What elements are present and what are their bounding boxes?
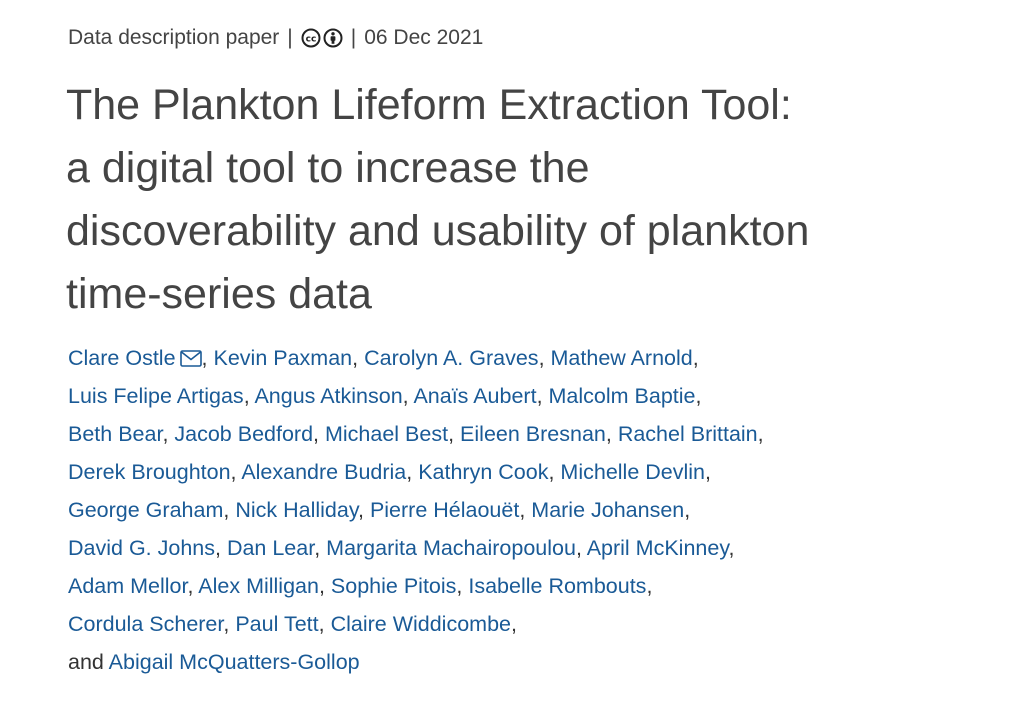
author-separator: , [406, 460, 419, 484]
author-link[interactable]: Michelle Devlin [560, 460, 706, 484]
author-line: and Abigail McQuatters-Gollop [68, 643, 868, 681]
author-separator: , [313, 422, 325, 446]
author-link[interactable]: Kathryn Cook [418, 460, 549, 484]
author-separator: , [162, 422, 175, 446]
article-type: Data description paper [68, 26, 280, 49]
author-separator: , [187, 574, 199, 598]
author-link[interactable]: Kevin Paxman [213, 346, 353, 370]
author-link[interactable]: Rachel Brittain [617, 422, 758, 446]
author-link[interactable]: Alexandre Budria [241, 460, 407, 484]
author-separator: , [318, 612, 331, 636]
author-line: Adam Mellor, Alex Milligan, Sophie Pitoi… [68, 567, 868, 605]
author-separator: , [357, 498, 370, 522]
author-link[interactable]: Michael Best [325, 422, 449, 446]
author-separator: , [705, 460, 711, 484]
author-link[interactable]: Malcolm Baptie [548, 384, 696, 408]
author-separator: , [402, 384, 414, 408]
author-separator: , [695, 384, 702, 408]
author-link[interactable]: Cordula Scherer [68, 612, 224, 636]
author-line: George Graham, Nick Halliday, Pierre Hél… [68, 491, 868, 529]
author-link[interactable]: Marie Johansen [531, 498, 685, 522]
license-badge[interactable]: cc [301, 28, 343, 48]
author-separator: , [646, 574, 653, 598]
envelope-icon[interactable] [179, 341, 202, 379]
author-separator: , [728, 536, 735, 560]
author-line: Beth Bear, Jacob Bedford, Michael Best, … [68, 415, 868, 453]
author-link[interactable]: Claire Widdicombe [330, 612, 511, 636]
author-list: Clare Ostle, Kevin Paxman, Carolyn A. Gr… [68, 339, 868, 681]
author-separator: , [314, 536, 327, 560]
author-link[interactable]: Clare Ostle [68, 346, 176, 370]
author-separator: , [605, 422, 618, 446]
author-link[interactable]: Beth Bear [68, 422, 163, 446]
author-line: Cordula Scherer, Paul Tett, Claire Widdi… [68, 605, 868, 643]
author-separator: , [456, 574, 469, 598]
author-link[interactable]: April McKinney [586, 536, 729, 560]
author-link[interactable]: Abigail McQuatters-Gollop [108, 650, 360, 674]
author-line: Luis Felipe Artigas, Angus Atkinson, Ana… [68, 377, 868, 415]
author-link[interactable]: Paul Tett [235, 612, 319, 636]
author-link[interactable]: Anaïs Aubert [413, 384, 537, 408]
svg-text:cc: cc [305, 35, 316, 45]
cc-icon: cc [301, 28, 321, 48]
author-separator: , [230, 460, 242, 484]
meta-separator: | [287, 26, 293, 49]
author-separator: , [575, 536, 587, 560]
author-link[interactable]: George Graham [68, 498, 224, 522]
author-conjunction: and [68, 650, 109, 674]
by-attribution-icon [323, 28, 343, 48]
author-link[interactable]: Jacob Bedford [174, 422, 314, 446]
author-link[interactable]: Margarita Machairopoulou [326, 536, 576, 560]
author-link[interactable]: Derek Broughton [68, 460, 231, 484]
author-separator: , [243, 384, 255, 408]
author-link[interactable]: Sophie Pitois [330, 574, 457, 598]
author-link[interactable]: Carolyn A. Graves [364, 346, 539, 370]
author-separator: , [692, 346, 699, 370]
author-separator: , [519, 498, 532, 522]
author-link[interactable]: Dan Lear [226, 536, 315, 560]
meta-separator: | [350, 26, 357, 49]
article-title: The Plankton Lifeform Extraction Tool: a… [66, 81, 810, 318]
author-separator: , [548, 460, 561, 484]
author-separator: , [510, 612, 517, 636]
author-separator: , [352, 346, 365, 370]
author-separator: , [223, 612, 236, 636]
author-separator: , [223, 498, 236, 522]
author-link[interactable]: Adam Mellor [68, 574, 188, 598]
author-separator: , [757, 422, 764, 446]
author-link[interactable]: Pierre Hélaouët [369, 498, 520, 522]
author-separator: , [538, 346, 551, 370]
author-link[interactable]: Isabelle Rombouts [468, 574, 647, 598]
author-line: Clare Ostle, Kevin Paxman, Carolyn A. Gr… [68, 339, 868, 377]
author-line: David G. Johns, Dan Lear, Margarita Mach… [68, 529, 868, 567]
author-separator: , [684, 498, 691, 522]
author-link[interactable]: David G. Johns [68, 536, 215, 560]
author-separator: , [214, 536, 227, 560]
author-link[interactable]: Luis Felipe Artigas [68, 384, 244, 408]
author-separator: , [448, 422, 461, 446]
author-link[interactable]: Angus Atkinson [254, 384, 403, 408]
author-link[interactable]: Eileen Bresnan [460, 422, 606, 446]
author-separator: , [201, 346, 214, 370]
author-link[interactable]: Nick Halliday [235, 498, 358, 522]
author-link[interactable]: Alex Milligan [198, 574, 319, 598]
publication-date: 06 Dec 2021 [364, 26, 484, 49]
author-line: Derek Broughton, Alexandre Budria, Kathr… [68, 453, 868, 491]
author-separator: , [536, 384, 549, 408]
author-separator: , [318, 574, 331, 598]
author-link[interactable]: Mathew Arnold [550, 346, 693, 370]
article-meta: Data description paper | cc | 06 Dec 202… [68, 22, 483, 54]
